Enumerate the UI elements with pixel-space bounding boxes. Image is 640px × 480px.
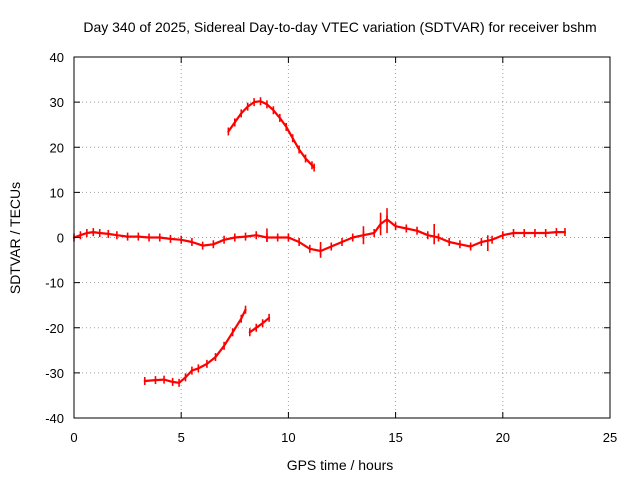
y-axis-label: SDTVAR / TECUs [7,182,23,294]
spread-marker-layer [266,208,489,258]
x-tick-label: 0 [70,430,77,445]
y-tick-label: 0 [57,231,64,246]
y-tick-label: -40 [45,411,64,426]
y-tick-labels: -40 -30 -20 -10 0 10 20 30 40 [45,50,64,426]
y-tick-label: -20 [45,321,64,336]
y-tick-label: 10 [50,185,64,200]
data-series-layer [72,97,567,387]
y-tick-label: 20 [50,140,64,155]
x-tick-label: 20 [496,430,510,445]
x-tick-label: 25 [603,430,617,445]
grid-lines [74,57,610,418]
series-line-3 [143,308,247,384]
series-line-1 [72,218,567,253]
x-tick-label: 5 [178,430,185,445]
x-tick-label: 15 [388,430,402,445]
y-tick-label: -10 [45,276,64,291]
y-tick-label: 40 [50,50,64,65]
axis-ticks [73,56,611,419]
y-tick-label: 30 [50,95,64,110]
x-tick-labels: 0 5 10 15 20 25 [70,430,617,445]
chart-title: Day 340 of 2025, Sidereal Day-to-day VTE… [83,19,596,35]
x-tick-label: 10 [281,430,295,445]
series-line-4 [248,316,271,334]
y-tick-label: -30 [45,366,64,381]
x-axis-label: GPS time / hours [287,457,394,473]
